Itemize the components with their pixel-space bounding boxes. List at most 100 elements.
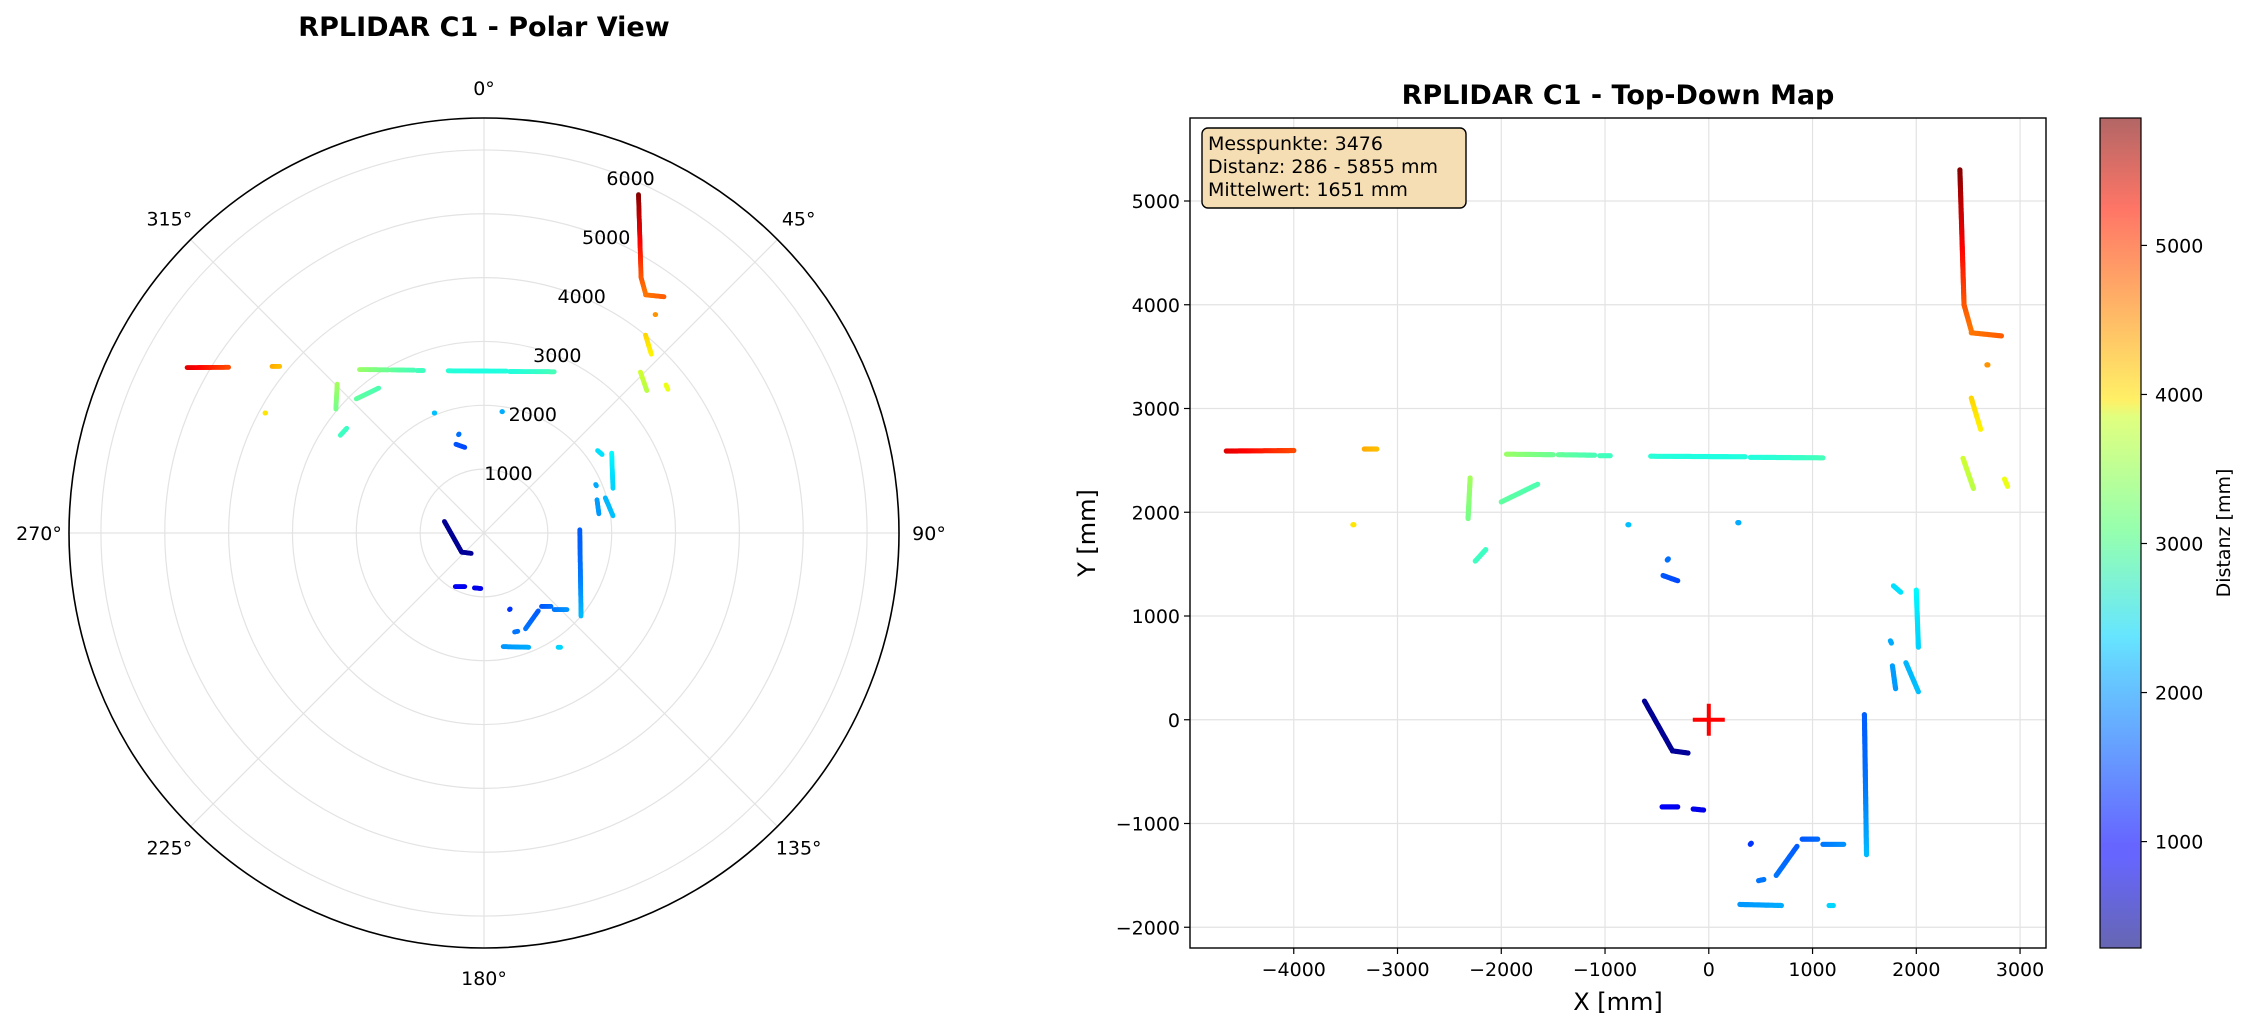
cartesian-chart: RPLIDAR C1 - Top-Down Map −4000 −3000 −200… <box>1073 80 2235 1016</box>
scan-point <box>1915 689 1921 695</box>
scan-point <box>1970 485 1976 491</box>
polar-scan-point <box>596 511 602 517</box>
scan-point <box>1626 522 1632 528</box>
polar-scan-point <box>462 584 468 589</box>
colorbar: 1000 2000 3000 4000 5000 Distanz [mm] <box>2099 117 2235 949</box>
polar-r-label: 5000 <box>582 227 630 249</box>
polar-scan-point <box>515 628 521 634</box>
polar-scan-point <box>376 385 382 391</box>
polar-scan-point <box>548 604 554 609</box>
scan-point <box>1550 452 1556 458</box>
polar-r-label: 2000 <box>509 404 557 426</box>
polar-angle-label: 315° <box>146 208 192 230</box>
x-tick-label: −1000 <box>1573 959 1637 981</box>
polar-labels: 1000 2000 3000 4000 5000 6000 0° 45° 90° 135° 180°… <box>16 78 946 990</box>
y-tick-label: 4000 <box>1132 295 1180 317</box>
polar-spoke <box>190 532 485 827</box>
info-line-distance: Distanz: 286 - 5855 mm <box>1208 156 1438 178</box>
scan-point <box>1665 556 1671 562</box>
colorbar-frame <box>2099 117 2142 949</box>
scan-point <box>1820 455 1826 461</box>
polar-angle-label: 0° <box>473 78 495 100</box>
scan-point <box>1748 840 1754 846</box>
scan-point <box>1893 686 1899 692</box>
polar-scan-point <box>420 368 426 373</box>
scan-point <box>1863 852 1870 858</box>
scan-point <box>1888 640 1894 646</box>
cartesian-grid <box>1190 118 2046 948</box>
polar-r-label: 6000 <box>606 168 654 190</box>
x-tick-label: 3000 <box>1996 959 2044 981</box>
scan-point <box>1351 522 1357 528</box>
colorbar-gradient <box>2100 118 2141 948</box>
polar-scan-point <box>456 431 462 437</box>
polar-scan-point <box>610 485 616 491</box>
polar-scan-point <box>478 586 484 591</box>
y-tick-label: 2000 <box>1132 502 1180 524</box>
polar-scan-point <box>610 513 616 519</box>
polar-spoke <box>483 239 778 534</box>
polar-spoke <box>483 532 778 827</box>
scan-point <box>1736 520 1742 526</box>
polar-grid <box>68 117 900 949</box>
polar-chart: RPLIDAR C1 - Polar View 1000 2000 3000 4000… <box>16 12 946 990</box>
scan-point <box>1761 876 1767 883</box>
polar-scan-point <box>462 445 468 450</box>
x-tick-label: 2000 <box>1892 959 1940 981</box>
scan-point <box>1978 426 1984 432</box>
polar-points <box>184 192 671 650</box>
scan-point <box>1592 452 1598 458</box>
scan-point <box>1483 547 1489 553</box>
colorbar-tick-label: 1000 <box>2155 832 2203 854</box>
y-tick-label: 0 <box>1168 710 1180 732</box>
polar-scan-point <box>535 608 541 614</box>
scan-point <box>1778 902 1784 909</box>
scan-point <box>1607 453 1613 459</box>
cartesian-title: RPLIDAR C1 - Top-Down Map <box>1402 80 1835 111</box>
polar-scan-point <box>653 312 659 317</box>
plot-frame <box>1189 117 2047 949</box>
y-tick-label: −2000 <box>1116 917 1180 939</box>
scan-point <box>1985 362 1991 368</box>
scan-point <box>1675 578 1681 584</box>
x-tick-label: −4000 <box>1262 959 1326 981</box>
polar-scan-point <box>551 369 557 375</box>
x-tick-label: 1000 <box>1788 959 1836 981</box>
polar-r-label: 4000 <box>558 286 606 308</box>
scan-point <box>1998 333 2004 339</box>
y-tick-label: 5000 <box>1132 191 1180 213</box>
x-tick-label: −3000 <box>1365 959 1429 981</box>
y-tick-label: 1000 <box>1132 606 1180 628</box>
polar-scan-point <box>507 606 513 612</box>
colorbar-tick-label: 4000 <box>2155 384 2203 406</box>
polar-frame <box>68 117 900 949</box>
polar-scan-point <box>599 452 605 457</box>
polar-title: RPLIDAR C1 - Polar View <box>298 12 669 43</box>
y-axis-label: Y [mm] <box>1073 489 1101 578</box>
polar-scan-point <box>432 410 438 416</box>
polar-angle-label: 270° <box>16 523 62 545</box>
polar-scan-point <box>468 551 474 556</box>
polar-angle-label: 90° <box>912 523 946 545</box>
scan-point <box>1742 454 1748 460</box>
colorbar-tick-label: 3000 <box>2155 534 2203 556</box>
cartesian-points <box>1223 167 2011 909</box>
scan-point <box>1898 589 1904 595</box>
polar-scan-point <box>333 406 339 412</box>
polar-scan-point <box>558 644 563 650</box>
polar-scan-point <box>665 386 671 392</box>
colorbar-tick-label: 5000 <box>2155 235 2203 257</box>
colorbar-ticks: 1000 2000 3000 4000 5000 <box>2141 235 2203 854</box>
origin-marker <box>1692 703 1725 736</box>
scan-point <box>1915 644 1921 650</box>
x-tick-label: −2000 <box>1469 959 1533 981</box>
polar-scan-point <box>648 351 654 357</box>
scan-point <box>1815 836 1821 842</box>
scan-point <box>1841 841 1847 847</box>
scan-point <box>1685 750 1691 756</box>
scan-point <box>1675 804 1681 810</box>
polar-scan-point <box>344 425 350 431</box>
polar-scan-point <box>226 364 232 370</box>
